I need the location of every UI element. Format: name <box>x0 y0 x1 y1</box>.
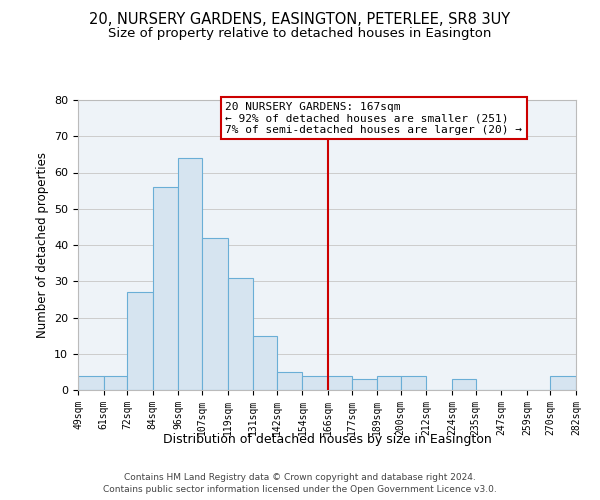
Bar <box>178 158 202 390</box>
Bar <box>253 336 277 390</box>
Bar <box>377 376 401 390</box>
Bar <box>352 379 377 390</box>
Bar <box>104 376 127 390</box>
Bar <box>78 376 104 390</box>
Text: Contains public sector information licensed under the Open Government Licence v3: Contains public sector information licen… <box>103 485 497 494</box>
Text: Distribution of detached houses by size in Easington: Distribution of detached houses by size … <box>163 432 491 446</box>
Bar <box>328 376 352 390</box>
Bar <box>127 292 153 390</box>
Bar <box>202 238 227 390</box>
Y-axis label: Number of detached properties: Number of detached properties <box>35 152 49 338</box>
Bar <box>550 376 576 390</box>
Bar <box>227 278 253 390</box>
Text: Contains HM Land Registry data © Crown copyright and database right 2024.: Contains HM Land Registry data © Crown c… <box>124 472 476 482</box>
Bar <box>401 376 427 390</box>
Bar <box>302 376 328 390</box>
Text: Size of property relative to detached houses in Easington: Size of property relative to detached ho… <box>109 28 491 40</box>
Text: 20 NURSERY GARDENS: 167sqm
← 92% of detached houses are smaller (251)
7% of semi: 20 NURSERY GARDENS: 167sqm ← 92% of deta… <box>226 102 523 135</box>
Bar <box>277 372 302 390</box>
Text: 20, NURSERY GARDENS, EASINGTON, PETERLEE, SR8 3UY: 20, NURSERY GARDENS, EASINGTON, PETERLEE… <box>89 12 511 28</box>
Bar <box>153 187 178 390</box>
Bar <box>452 379 476 390</box>
